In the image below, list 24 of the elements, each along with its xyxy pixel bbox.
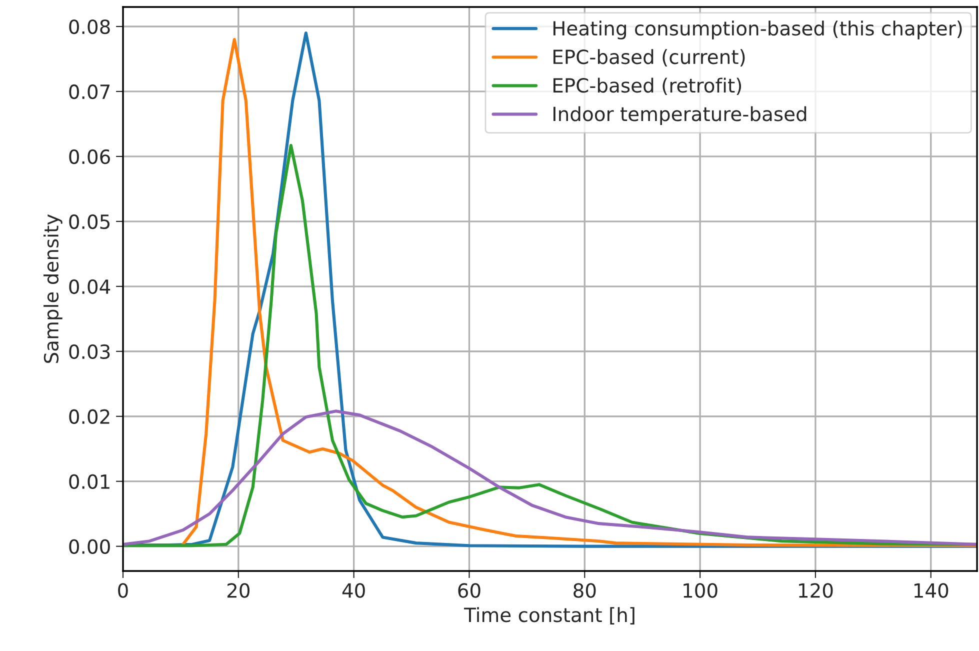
legend-label: Heating consumption-based (this chapter) — [553, 20, 962, 40]
y-tick-label: 0.03 — [69, 344, 110, 360]
y-tick-label: 0.05 — [69, 214, 110, 230]
y-tick-label: 0.08 — [69, 19, 110, 34]
y-tick-label: 0.02 — [69, 409, 110, 424]
x-tick-label: 100 — [684, 583, 718, 598]
y-tick-label: 0.00 — [69, 539, 110, 554]
legend-label: EPC-based (retrofit) — [553, 78, 742, 96]
x-tick-label: 0 — [118, 583, 128, 598]
line-series — [123, 410, 978, 546]
legend-label: EPC-based (current) — [553, 49, 745, 66]
x-tick-label: 120 — [799, 583, 833, 598]
x-tick-label: 40 — [342, 583, 365, 598]
y-axis-title: Sample density — [44, 214, 62, 363]
x-tick-label: 80 — [574, 583, 596, 598]
y-tick-label: 0.07 — [69, 84, 110, 100]
x-tick-label: 140 — [914, 583, 948, 598]
x-tick-label: 20 — [227, 583, 250, 598]
y-tick-label: 0.04 — [69, 279, 110, 294]
y-tick-label: 0.01 — [69, 474, 110, 489]
legend-label: Indoor temperature-based — [553, 106, 806, 126]
x-axis-title: Time constant [h] — [464, 607, 634, 625]
y-tick-label: 0.06 — [69, 149, 110, 164]
x-tick-label: 60 — [458, 583, 480, 598]
